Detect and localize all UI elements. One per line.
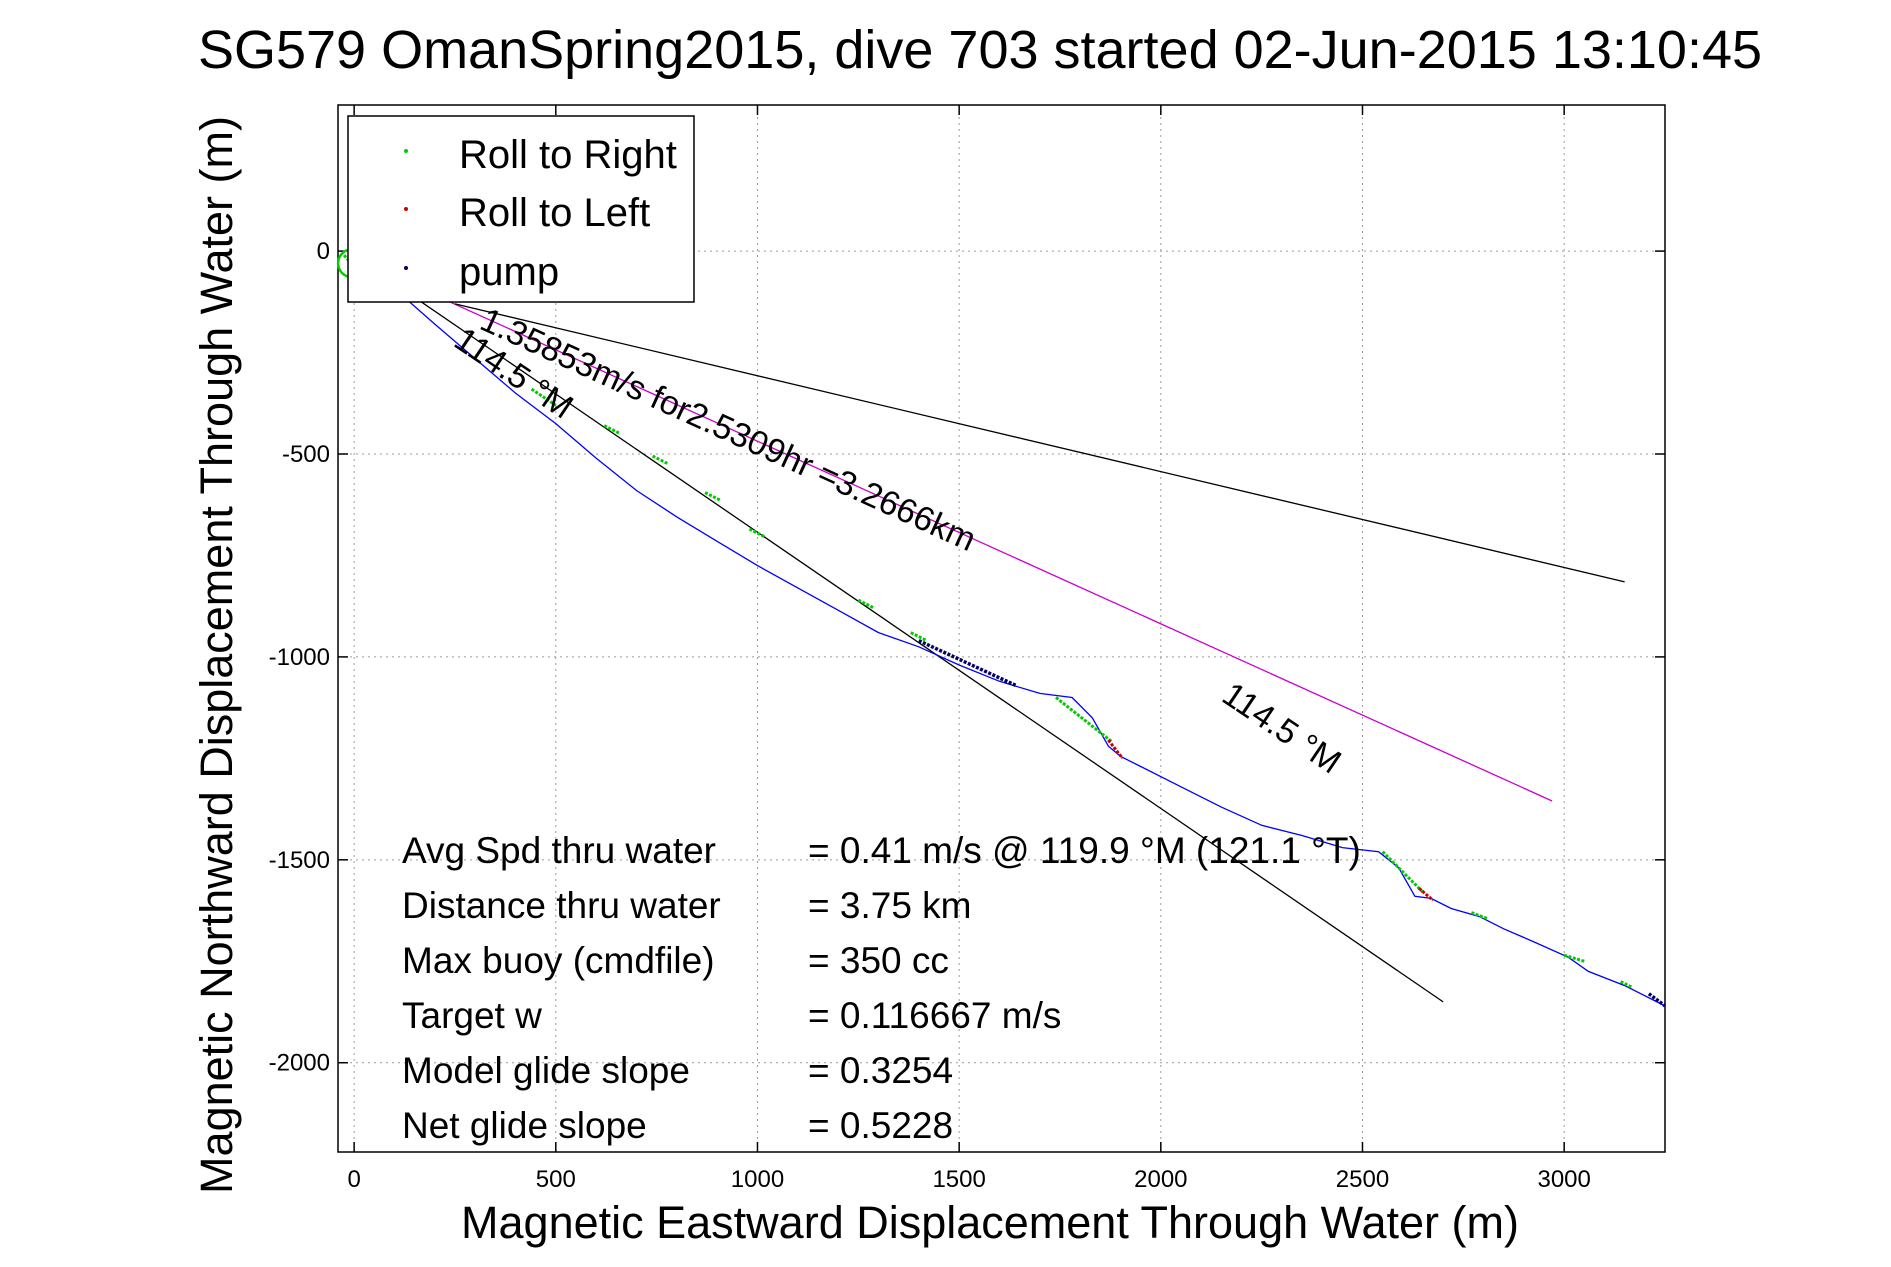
x-tick-label: 1000 bbox=[731, 1166, 784, 1193]
roll-right-segment bbox=[857, 598, 876, 610]
track-line bbox=[351, 250, 1666, 1007]
axes: 0 500 1000 1500 2000 2500 3000 0 -500 -1000 -1500 -… bbox=[269, 104, 1666, 1193]
stat-label-distance: Distance thru water bbox=[402, 885, 721, 926]
x-tick-label: 500 bbox=[536, 1166, 576, 1193]
x-tick-label: 2500 bbox=[1336, 1166, 1389, 1193]
pump-segment bbox=[1647, 992, 1667, 1008]
stat-value-target-w: = 0.116667 m/s bbox=[808, 995, 1061, 1036]
stat-value-model-glide: = 0.3254 bbox=[808, 1050, 953, 1091]
stat-label-max-buoy: Max buoy (cmdfile) bbox=[402, 940, 715, 981]
heading-reference-line bbox=[394, 283, 1444, 1003]
legend-marker-roll-left bbox=[404, 207, 408, 211]
legend-label-roll-left: Roll to Left bbox=[459, 191, 650, 235]
stat-value-distance: = 3.75 km bbox=[808, 885, 972, 926]
x-tick-label: 2000 bbox=[1134, 1166, 1187, 1193]
roll-right-segment bbox=[1381, 850, 1425, 894]
roll-right-segment bbox=[1619, 980, 1634, 989]
roll-left-segment bbox=[1107, 739, 1124, 760]
x-tick-label: 0 bbox=[347, 1166, 360, 1193]
legend-label-roll-right: Roll to Right bbox=[459, 133, 677, 177]
upper-reference-line bbox=[454, 303, 1625, 583]
roll-right-segment bbox=[1563, 953, 1585, 963]
roll-right-segment bbox=[910, 631, 928, 643]
roll-left-segment bbox=[1417, 887, 1435, 902]
x-tick-label: 1500 bbox=[932, 1166, 985, 1193]
stat-label-net-glide: Net glide slope bbox=[402, 1105, 647, 1146]
roll-right-segment bbox=[603, 424, 622, 436]
y-tick-label: -1000 bbox=[269, 644, 330, 671]
roll-right-segment bbox=[704, 491, 722, 503]
x-axis-label: Magnetic Eastward Displacement Through W… bbox=[461, 1197, 1519, 1248]
stat-label-avg-speed: Avg Spd thru water bbox=[402, 830, 716, 871]
stat-label-target-w: Target w bbox=[402, 995, 542, 1036]
track-markers bbox=[342, 254, 1667, 1008]
legend-marker-pump bbox=[404, 266, 408, 270]
y-tick-label: -2000 bbox=[269, 1050, 330, 1077]
dive-statistics: Avg Spd thru water = 0.41 m/s @ 119.9 °M… bbox=[402, 830, 1361, 1146]
stat-label-model-glide: Model glide slope bbox=[402, 1050, 690, 1091]
reference-lines bbox=[382, 270, 1625, 1003]
y-tick-label: -1500 bbox=[269, 847, 330, 874]
y-tick-label: -500 bbox=[282, 441, 330, 468]
roll-right-segment bbox=[1470, 911, 1489, 921]
chart-title: SG579 OmanSpring2015, dive 703 started 0… bbox=[198, 20, 1762, 80]
roll-right-segment bbox=[1055, 696, 1114, 744]
legend: Roll to Right Roll to Left pump bbox=[347, 115, 695, 303]
y-tick-label: 0 bbox=[317, 238, 330, 265]
stat-value-max-buoy: = 350 cc bbox=[808, 940, 949, 981]
stat-value-net-glide: = 0.5228 bbox=[808, 1105, 953, 1146]
legend-label-pump: pump bbox=[459, 250, 559, 294]
stat-value-avg-speed: = 0.41 m/s @ 119.9 °M (121.1 °T) bbox=[808, 830, 1361, 871]
y-axis-label: Magnetic Northward Displacement Through … bbox=[191, 116, 242, 1194]
roll-right-segment bbox=[651, 454, 670, 466]
axes-frame bbox=[337, 104, 1666, 1153]
roll-right-segment bbox=[530, 387, 557, 407]
roll-right-segment bbox=[748, 527, 767, 539]
legend-marker-roll-right bbox=[404, 149, 408, 153]
current-line bbox=[382, 270, 1553, 802]
x-tick-label: 3000 bbox=[1537, 1166, 1590, 1193]
